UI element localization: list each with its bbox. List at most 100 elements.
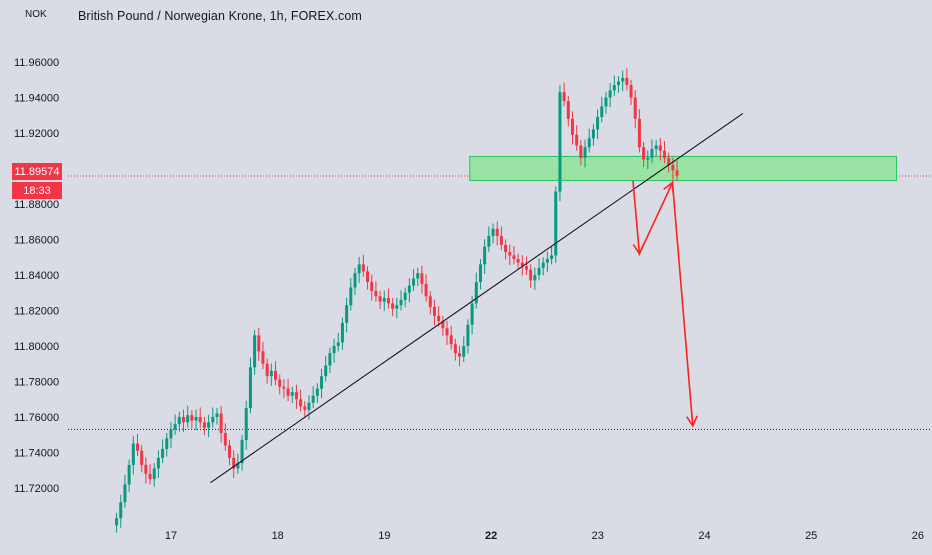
candle-body [140, 450, 144, 465]
candle-body [412, 278, 416, 286]
x-tick-label: 18 [272, 530, 284, 542]
candle-body [420, 273, 424, 284]
candle-body [612, 85, 616, 91]
candle-body [453, 344, 457, 354]
trendline[interactable] [210, 113, 744, 484]
candle-body [637, 118, 641, 148]
candle-body [642, 147, 646, 160]
candle-body [671, 164, 675, 171]
candle-body [236, 463, 240, 469]
candle-body [115, 518, 119, 526]
candle-body [449, 335, 453, 345]
candle-body [487, 235, 491, 247]
arrowhead-target [686, 415, 698, 428]
y-tick-label: 11.78000 [14, 377, 59, 389]
candle-body [432, 306, 436, 316]
candle-body [336, 342, 340, 346]
candle-body [587, 138, 591, 148]
candle-body [424, 283, 428, 297]
x-tick-label: 23 [592, 530, 604, 542]
candle-body [495, 228, 499, 236]
candle-body [600, 106, 604, 118]
candle-body [257, 335, 261, 352]
candle-body [244, 408, 248, 441]
currency-label: NOK [25, 9, 47, 20]
y-tick-label: 11.74000 [14, 448, 59, 460]
candle-body [608, 90, 612, 98]
candle-body [315, 388, 319, 396]
candle-body [215, 413, 219, 417]
candle-body [131, 443, 135, 465]
candle-body [491, 228, 495, 236]
candle-body [207, 422, 211, 428]
candle-body [658, 145, 662, 151]
candle-body [311, 395, 315, 403]
candle-body [382, 298, 386, 302]
y-tick-label: 11.86000 [14, 235, 59, 247]
candle-body [646, 157, 650, 160]
candle-body [123, 484, 127, 503]
candle-body [353, 273, 357, 288]
candle-body [428, 296, 432, 307]
x-tick-label: 26 [912, 530, 924, 542]
candle-body [198, 417, 202, 423]
arrowhead-dip [632, 243, 645, 256]
candle-body [253, 335, 257, 368]
candle-body [458, 353, 462, 357]
y-tick-label: 11.94000 [14, 93, 59, 105]
candle-body [219, 413, 223, 433]
candle-body [328, 353, 332, 366]
candle-body [562, 92, 566, 102]
x-tick-label: 25 [805, 530, 817, 542]
candle-body [663, 150, 667, 158]
candle-body [504, 244, 508, 252]
candle-body [194, 417, 198, 421]
candle-body [629, 85, 633, 98]
y-tick-label: 11.82000 [14, 306, 59, 318]
y-tick-label: 11.72000 [14, 483, 59, 495]
candle-body [240, 440, 244, 464]
candle-body [320, 376, 324, 389]
candle-body [395, 305, 399, 309]
y-tick-label: 11.84000 [14, 270, 59, 282]
candle-body [361, 264, 365, 272]
candle-body [165, 438, 169, 449]
candle-body [148, 473, 152, 480]
candle-body [299, 399, 303, 407]
candle-body [366, 271, 370, 283]
candle-body [596, 117, 600, 130]
projected-path[interactable] [632, 179, 694, 426]
candle-body [470, 303, 474, 325]
candle-body [441, 321, 445, 329]
candle-body [554, 191, 558, 256]
candle-body [265, 363, 269, 377]
candle-body [119, 502, 123, 519]
candle-body [386, 298, 390, 304]
candle-body [445, 328, 449, 336]
candle-body [303, 406, 307, 410]
candle-body [478, 264, 482, 283]
candle-body [437, 315, 441, 322]
candle-body [537, 267, 541, 275]
y-tick-label: 11.76000 [14, 412, 59, 424]
last-price-tag: 11.89574 [12, 163, 62, 180]
candle-body [625, 77, 629, 86]
candle-body [349, 287, 353, 306]
candle-body [512, 255, 516, 260]
resistance-zone[interactable] [469, 155, 898, 182]
candle-body [177, 417, 181, 425]
candle-body [508, 251, 512, 256]
candle-body [190, 415, 194, 421]
candle-body [261, 351, 265, 364]
candle-body [324, 365, 328, 377]
candle-body [616, 81, 620, 86]
candle-body [524, 266, 528, 270]
candle-body [558, 92, 562, 192]
candle-body [391, 303, 395, 309]
candle-body [340, 322, 344, 343]
candle-body [566, 101, 570, 119]
candle-body [541, 262, 545, 268]
x-tick-label: 22 [485, 530, 497, 542]
